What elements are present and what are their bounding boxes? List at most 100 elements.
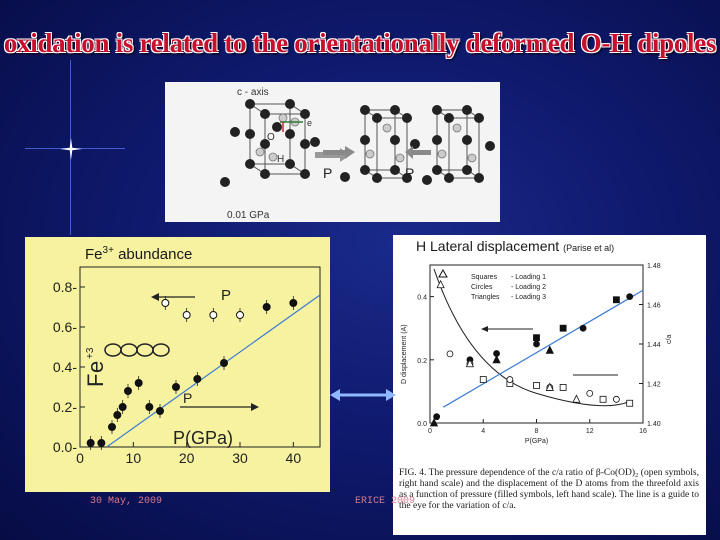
data-point: [172, 383, 180, 391]
double-arrow-icon: [330, 389, 396, 401]
footer-date: 30 May, 2009: [90, 496, 163, 507]
data-point: [545, 345, 554, 354]
footer-event: ERICE 2009: [355, 496, 416, 507]
legend-marker: [438, 268, 448, 278]
y2-tick-label: 1.48: [647, 263, 661, 270]
data-point: [262, 303, 271, 311]
h-heading: H Lateral displacement (Parise et al): [410, 235, 621, 257]
pressure-label-left: P: [323, 165, 332, 181]
arrow-label-top: P: [221, 287, 231, 304]
data-point: [220, 359, 228, 367]
legend-symbol: Squares: [471, 274, 498, 281]
arrow-top-head: [151, 293, 159, 301]
h-displacement-panel: 0 4 8 12 16 0.0 0.2 0.4 1.40 1.42 1.44 1.46 1.48 Squa…: [393, 235, 706, 535]
plot-frame: [79, 266, 321, 448]
data-point: [436, 279, 445, 289]
data-point: [446, 350, 454, 358]
fe-heading-rest: abundance: [113, 246, 193, 263]
sparkle-icon: [60, 138, 82, 160]
y-axis-sub: e: [83, 361, 108, 373]
decay-curve: [433, 268, 630, 407]
h-label: H: [277, 154, 284, 165]
data-point: [533, 340, 540, 348]
h-heading-text: H Lateral displacement: [416, 238, 560, 254]
y2-tick-label: 1.44: [647, 342, 661, 349]
legend-symbol: Triangles: [471, 294, 500, 301]
data-point: [182, 311, 191, 319]
arrow-label-bottom: P: [183, 390, 192, 406]
data-point: [161, 299, 170, 307]
y-axis-label: Fe +3: [83, 347, 108, 387]
legend-text: - Loading 2: [511, 284, 546, 291]
data-point: [108, 423, 116, 431]
y-tick-label: 0.4: [417, 295, 427, 302]
data-point: [492, 354, 501, 364]
data-point: [506, 376, 514, 383]
y-tick-label: 0.4-: [53, 359, 77, 375]
y-axis-sup: +3: [85, 347, 96, 359]
data-point: [86, 439, 95, 447]
data-point: [433, 413, 441, 421]
y2-tick-label: 1.46: [647, 303, 661, 310]
data-point: [113, 411, 122, 419]
data-point: [612, 395, 620, 403]
e-label: e: [307, 118, 312, 128]
data-point: [626, 399, 634, 407]
y2-tick-label: 1.40: [647, 421, 661, 428]
data-point: [559, 384, 567, 391]
slide-title: oxidation is related to the orientationa…: [3, 28, 717, 58]
h-heading-cite: (Parise et al): [563, 243, 615, 253]
x-tick-label: 12: [586, 428, 594, 435]
y-tick-label: 0.2-: [53, 399, 77, 415]
x-tick-label: 30: [232, 450, 248, 466]
arrow-left-head: [481, 326, 488, 332]
y-tick-label: 0.0-: [53, 439, 77, 455]
y-axis-label: D displacement (A): [401, 324, 408, 384]
data-point: [479, 376, 487, 383]
fe-heading-base: Fe: [85, 246, 103, 263]
o-label: O: [267, 132, 275, 143]
oval-decor: [152, 343, 170, 357]
y2-axis-label: c/a: [666, 335, 673, 344]
guide-line: [443, 289, 644, 408]
y-tick-label: 0.2: [417, 358, 427, 365]
data-point: [134, 379, 143, 387]
data-point: [236, 311, 244, 319]
x-tick-label: 40: [286, 450, 302, 466]
data-point: [559, 324, 567, 332]
data-point: [97, 439, 106, 447]
x-tick-label: 8: [535, 428, 539, 435]
y2-tick-label: 1.42: [647, 382, 661, 389]
x-tick-label: 10: [126, 450, 142, 466]
x-tick-label: 0: [76, 450, 84, 466]
x-tick-label: 16: [639, 428, 647, 435]
data-point: [289, 299, 298, 307]
arrow-bottom-head: [251, 403, 259, 411]
pressure-value: 0.01 GPa: [227, 210, 270, 221]
data-point: [124, 387, 132, 395]
data-point: [586, 389, 594, 397]
data-point: [612, 296, 620, 304]
legend-symbol: Circles: [471, 284, 493, 291]
data-point: [156, 407, 164, 415]
data-point: [118, 403, 127, 411]
crystal-diagram: c - axis e O H P P 0.01 GPa: [220, 87, 495, 221]
y-axis-letter: F: [83, 374, 108, 387]
data-point: [193, 375, 202, 383]
y-tick-label: 0.8-: [53, 279, 77, 295]
data-point: [145, 403, 154, 411]
y-tick-label: 0.0: [417, 421, 427, 428]
fe-heading: Fe3+ abundance: [85, 245, 192, 263]
data-point: [626, 293, 634, 300]
x-tick-label: 4: [481, 428, 485, 435]
data-point: [545, 382, 554, 391]
x-axis-label: P(GPa): [173, 428, 233, 448]
data-point: [572, 394, 581, 403]
x-axis-label: P(GPa): [525, 438, 548, 445]
data-point: [465, 358, 475, 368]
c-axis-label: c - axis: [237, 87, 269, 98]
fe-heading-sup: 3+: [102, 245, 114, 256]
legend-text: - Loading 1: [511, 274, 546, 281]
legend-text: - Loading 3: [511, 294, 546, 301]
fe-abundance-panel: Fe3+ abundance 0 10 20 30 40 0.0- 0.2- 0.4- 0.6-…: [25, 237, 330, 492]
